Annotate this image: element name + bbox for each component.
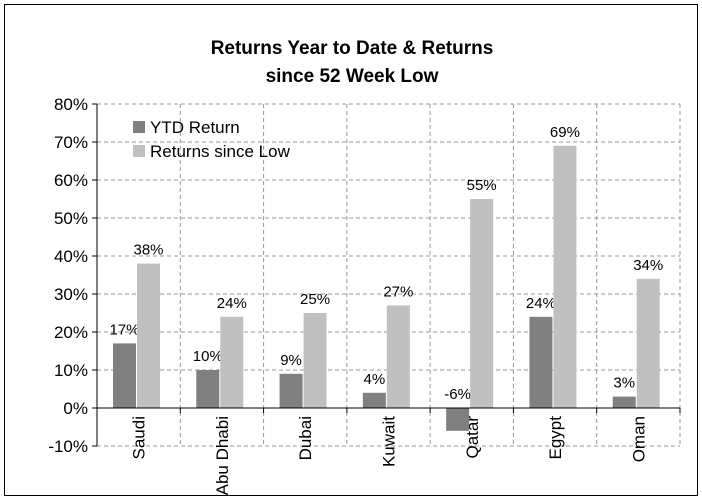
data-label: 3% <box>613 375 635 392</box>
x-tick-label: Kuwait <box>380 416 399 467</box>
bar <box>612 396 636 408</box>
y-tick-label: 70% <box>54 133 88 152</box>
bar <box>279 373 303 408</box>
y-tick-label: 0% <box>63 399 88 418</box>
bar <box>303 313 327 408</box>
data-label: 69% <box>550 124 580 141</box>
data-label: 10% <box>193 348 223 365</box>
data-label: 34% <box>633 257 663 274</box>
bar <box>196 370 220 408</box>
chart-title: since 52 Week Low <box>266 66 439 87</box>
bar <box>386 305 410 408</box>
y-tick-label: 20% <box>54 323 88 342</box>
data-label: 24% <box>217 295 247 312</box>
x-tick-label: Dubai <box>296 416 315 460</box>
y-tick-label: 40% <box>54 247 88 266</box>
bar <box>137 263 160 408</box>
bar <box>470 199 494 408</box>
data-label: 25% <box>300 291 330 308</box>
legend-label: YTD Return <box>150 118 240 137</box>
x-tick-label: Qatar <box>463 416 482 459</box>
chart-frame <box>4 4 698 496</box>
x-tick-label: Saudi <box>130 416 149 459</box>
bar <box>362 392 386 408</box>
legend-label: Returns since Low <box>150 142 291 161</box>
x-tick-label: Oman <box>629 416 648 462</box>
legend-swatch <box>133 121 145 133</box>
legend-swatch <box>133 145 145 157</box>
data-label: 24% <box>526 295 556 312</box>
x-tick-label: Abu Dhabi <box>213 416 232 495</box>
bar <box>220 316 244 408</box>
bar <box>113 343 136 408</box>
bar <box>636 278 660 408</box>
y-tick-label: 50% <box>54 209 88 228</box>
x-tick-label: Egypt <box>546 416 565 460</box>
chart-title: Returns Year to Date & Returns <box>211 38 494 59</box>
y-tick-label: 30% <box>54 285 88 304</box>
data-label: 55% <box>467 177 497 194</box>
data-label: 9% <box>280 352 302 369</box>
data-label: -6% <box>444 386 471 403</box>
bar <box>446 408 470 431</box>
y-tick-label: -10% <box>48 437 88 456</box>
y-tick-label: 10% <box>54 361 88 380</box>
data-label: 27% <box>383 283 413 300</box>
bar <box>553 145 577 409</box>
y-tick-label: 80% <box>54 95 88 114</box>
data-label: 38% <box>133 242 163 259</box>
data-label: 17% <box>109 321 139 338</box>
data-label: 4% <box>364 371 386 388</box>
bar <box>529 316 553 408</box>
y-tick-label: 60% <box>54 171 88 190</box>
